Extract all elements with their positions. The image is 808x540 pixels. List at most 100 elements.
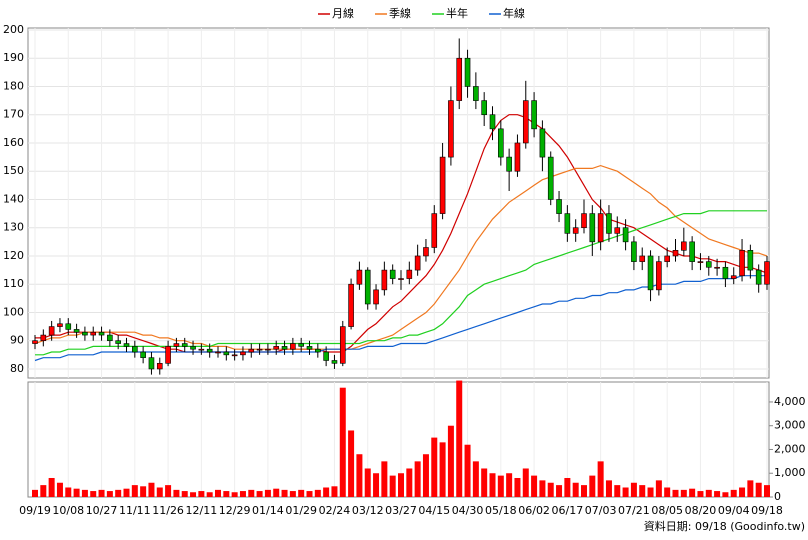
volume-bar — [422, 454, 429, 497]
x-tick-label: 11/26 — [152, 504, 184, 517]
candle-body — [140, 351, 146, 358]
candle-body — [339, 326, 346, 364]
volume-bar — [439, 442, 446, 497]
y-tick-label: 160 — [3, 136, 24, 149]
volume-bar — [697, 491, 704, 497]
volume-bar — [747, 480, 754, 497]
candle-body — [514, 142, 521, 172]
volume-bar — [323, 487, 330, 497]
candle-body — [356, 269, 363, 285]
candle-body — [722, 266, 729, 279]
candle-body — [364, 269, 371, 305]
legend-label: 半年 — [446, 6, 468, 20]
y-tick-label: 190 — [3, 51, 24, 64]
candle-body — [681, 241, 687, 251]
candle-body — [181, 343, 188, 347]
volume-bar — [48, 477, 55, 497]
candle-body — [730, 275, 737, 279]
y-tick-label: 200 — [3, 23, 24, 36]
candle-body — [156, 363, 163, 370]
volume-bar — [406, 468, 413, 497]
x-tick-label: 12/11 — [186, 504, 218, 517]
volume-bar — [597, 461, 604, 497]
volume-bar — [65, 487, 72, 497]
y-tick-label: 130 — [3, 221, 24, 234]
candle-body — [764, 261, 770, 285]
volume-bar — [764, 485, 770, 497]
x-tick-label: 02/24 — [319, 504, 351, 517]
candle-body — [90, 331, 97, 336]
candle-body — [489, 114, 496, 130]
candle-body — [40, 334, 47, 342]
x-tick-label: 04/15 — [418, 504, 450, 517]
volume-bar — [140, 486, 147, 497]
x-tick-label: 01/29 — [285, 504, 317, 517]
volume-tick-label: 1,000 — [774, 466, 806, 479]
x-tick-label: 12/29 — [219, 504, 251, 517]
volume-bar — [472, 461, 479, 497]
volume-bar — [431, 437, 438, 497]
volume-bar — [398, 473, 404, 497]
volume-bar — [256, 491, 263, 497]
volume-bar — [664, 487, 671, 497]
candle-body — [431, 213, 438, 248]
volume-bar — [364, 468, 371, 497]
volume-bar — [522, 468, 529, 497]
volume-bar — [165, 485, 172, 497]
volume-bar — [489, 473, 496, 497]
candle-body — [273, 346, 280, 350]
volume-bar — [447, 425, 454, 497]
ma-line — [35, 114, 768, 353]
y-tick-label: 110 — [3, 277, 24, 290]
volume-bar — [655, 480, 662, 497]
volume-bar — [314, 489, 321, 497]
volume-bar — [514, 477, 521, 497]
candle-body — [572, 227, 579, 234]
candle-body — [697, 261, 704, 263]
y-tick-label: 80 — [10, 362, 24, 375]
volume-bar — [81, 489, 88, 497]
volume-bar — [456, 380, 463, 497]
candle-body — [672, 250, 679, 257]
candle-body — [448, 100, 454, 158]
volume-bar — [689, 488, 696, 497]
volume-bar — [123, 488, 130, 497]
candle-body — [747, 250, 754, 271]
candle-body — [281, 346, 288, 350]
x-tick-label: 05/18 — [485, 504, 517, 517]
volume-bar — [206, 492, 213, 497]
candle-body — [32, 340, 38, 344]
candle-body — [389, 269, 396, 279]
volume-bar — [231, 492, 238, 497]
volume-tick-label: 3,000 — [774, 419, 806, 432]
candle-body — [439, 156, 446, 214]
volume-bar — [181, 491, 188, 497]
candle-body — [464, 57, 471, 87]
volume-tick-label: 0 — [774, 490, 781, 503]
y-tick-label: 150 — [3, 164, 24, 177]
candle-body — [739, 250, 745, 277]
candle-body — [373, 289, 379, 305]
candle-body — [705, 261, 712, 268]
volume-bar — [381, 461, 388, 497]
candle-body — [165, 346, 171, 364]
candle-body — [198, 348, 205, 351]
candle-body — [248, 348, 255, 353]
volume-bar — [98, 489, 105, 497]
candle-body — [73, 329, 80, 333]
legend-label: 年線 — [503, 6, 525, 20]
volume-bar — [464, 444, 471, 497]
candle-body — [315, 348, 321, 353]
candle-body — [215, 351, 221, 354]
x-tick-label: 09/18 — [751, 504, 783, 517]
candle-body — [265, 348, 271, 351]
x-tick-label: 06/02 — [518, 504, 550, 517]
candle-body — [689, 241, 695, 262]
volume-bar — [672, 489, 679, 497]
candle-body — [656, 261, 662, 291]
y-tick-label: 180 — [3, 79, 24, 92]
candle-body — [498, 128, 504, 158]
candle-body — [57, 323, 63, 327]
